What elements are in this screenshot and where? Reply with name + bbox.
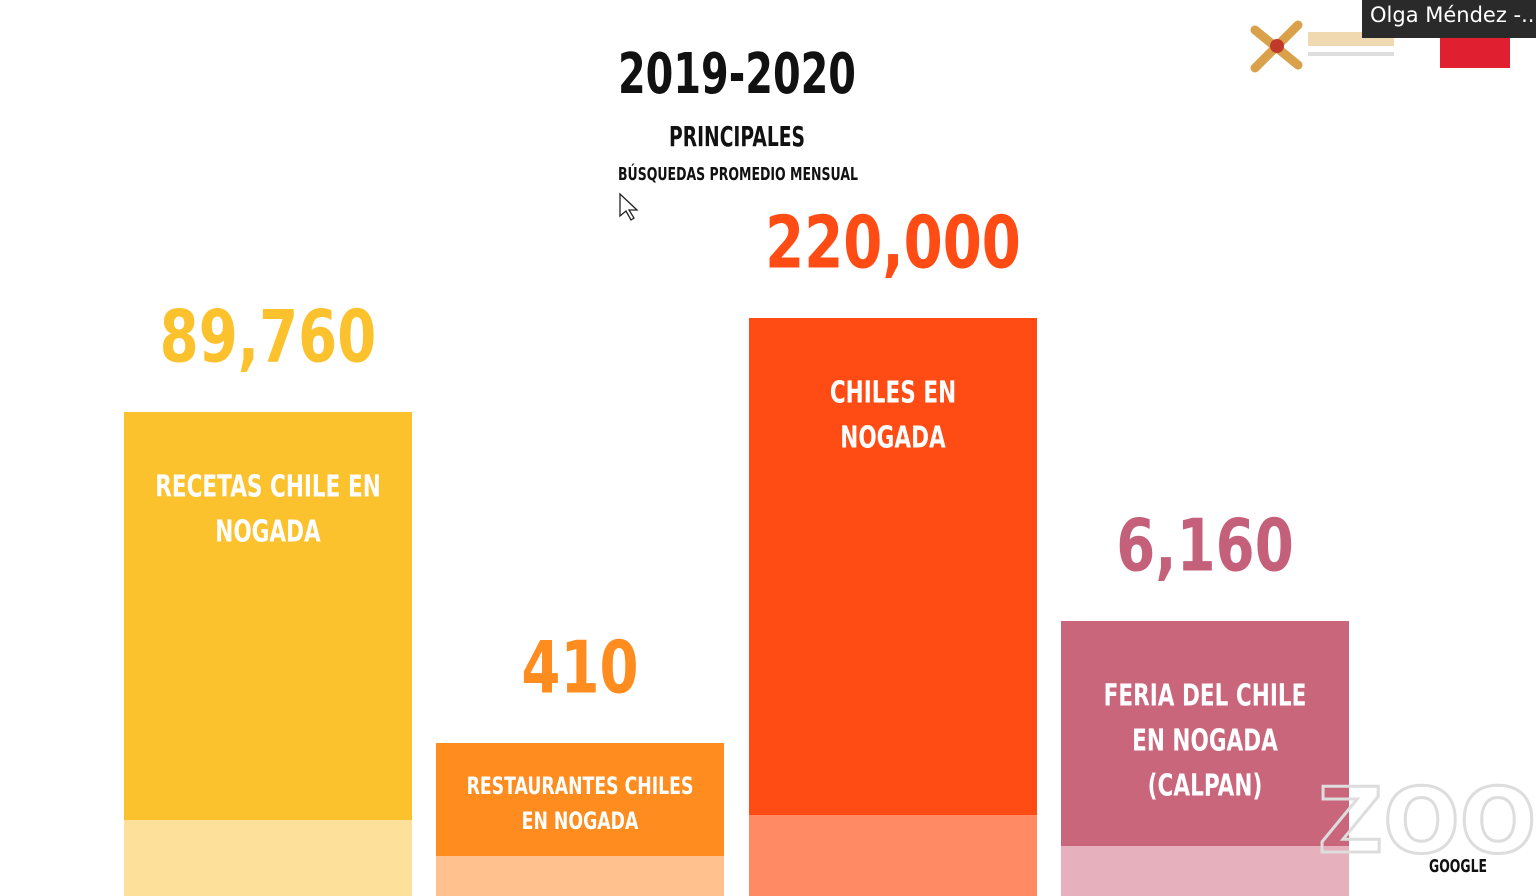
bar-label: (CALPAN) <box>1148 769 1263 803</box>
logo-ifr <box>1440 38 1510 68</box>
bar <box>1061 621 1349 846</box>
participant-box <box>1362 0 1536 38</box>
bar-label: NOGADA <box>215 515 321 549</box>
bar-base <box>124 820 412 896</box>
bar-label: EN NOGADA <box>522 807 639 835</box>
bar-base <box>1061 846 1349 896</box>
bar-label: CHILES EN <box>830 376 956 410</box>
bar-label: EN NOGADA <box>1132 724 1278 758</box>
mouse-cursor <box>619 192 639 221</box>
subtitle: PRINCIPALES <box>669 120 805 153</box>
bar-label: NOGADA <box>840 421 946 455</box>
source: GOOGLE <box>1429 856 1487 877</box>
bar-label: FERIA DEL CHILE <box>1104 679 1307 713</box>
bar-base <box>436 856 724 896</box>
bar-label: RESTAURANTES CHILES <box>467 772 694 800</box>
value: 89,760 <box>160 296 377 380</box>
zoom-watermark: ZOO <box>1318 769 1536 874</box>
bar <box>124 412 412 820</box>
value: 410 <box>521 627 638 711</box>
bar-label: RECETAS CHILE EN <box>155 470 381 504</box>
caption: BÚSQUEDAS PROMEDIO MENSUAL <box>618 163 858 185</box>
bar <box>436 743 724 856</box>
bar-base <box>749 815 1037 896</box>
title: 2019-2020 <box>618 42 856 107</box>
value: 220,000 <box>765 202 1021 286</box>
participant-name: Olga Méndez -.. <box>1370 3 1534 27</box>
bar <box>749 318 1037 815</box>
value: 6,160 <box>1116 505 1294 589</box>
